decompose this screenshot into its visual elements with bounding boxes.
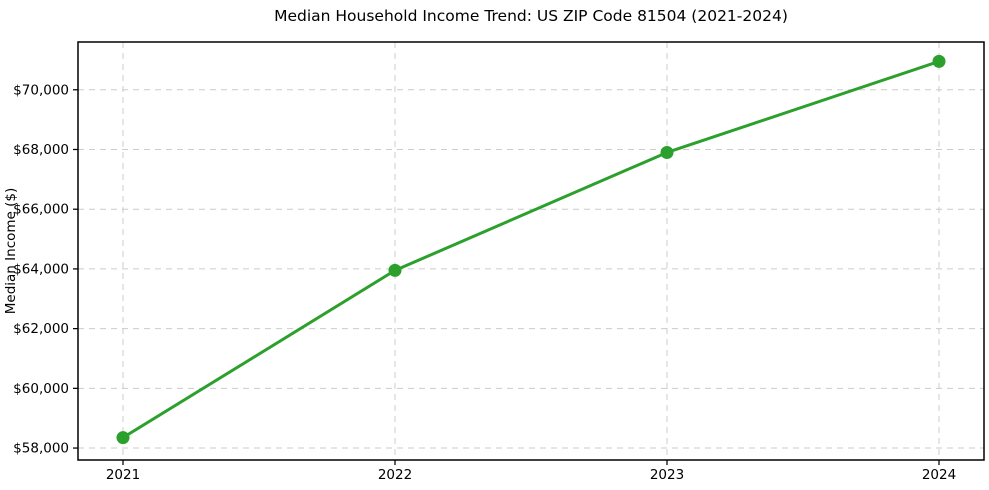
y-tick-label: $70,000 (13, 82, 69, 98)
series-line (121, 59, 941, 440)
y-tick-label: $60,000 (13, 381, 69, 397)
chart-title: Median Household Income Trend: US ZIP Co… (274, 7, 788, 25)
x-tick-label: 2023 (650, 467, 684, 483)
y-tick-label: $64,000 (13, 261, 69, 277)
y-tick-label: $68,000 (13, 142, 69, 158)
data-point-marker (116, 431, 130, 445)
x-tick-label: 2021 (106, 467, 140, 483)
data-point-marker (388, 263, 402, 277)
y-tick-label: $62,000 (13, 321, 69, 337)
x-tick-label: 2022 (378, 467, 412, 483)
x-tick-label: 2024 (922, 467, 956, 483)
y-tick-label: $66,000 (13, 202, 69, 218)
data-point-marker (932, 54, 946, 68)
y-axis-label: Median Income ($) (3, 188, 19, 314)
plot-frame (77, 41, 985, 461)
y-tick-label: $58,000 (13, 441, 69, 457)
data-point-marker (660, 145, 674, 159)
